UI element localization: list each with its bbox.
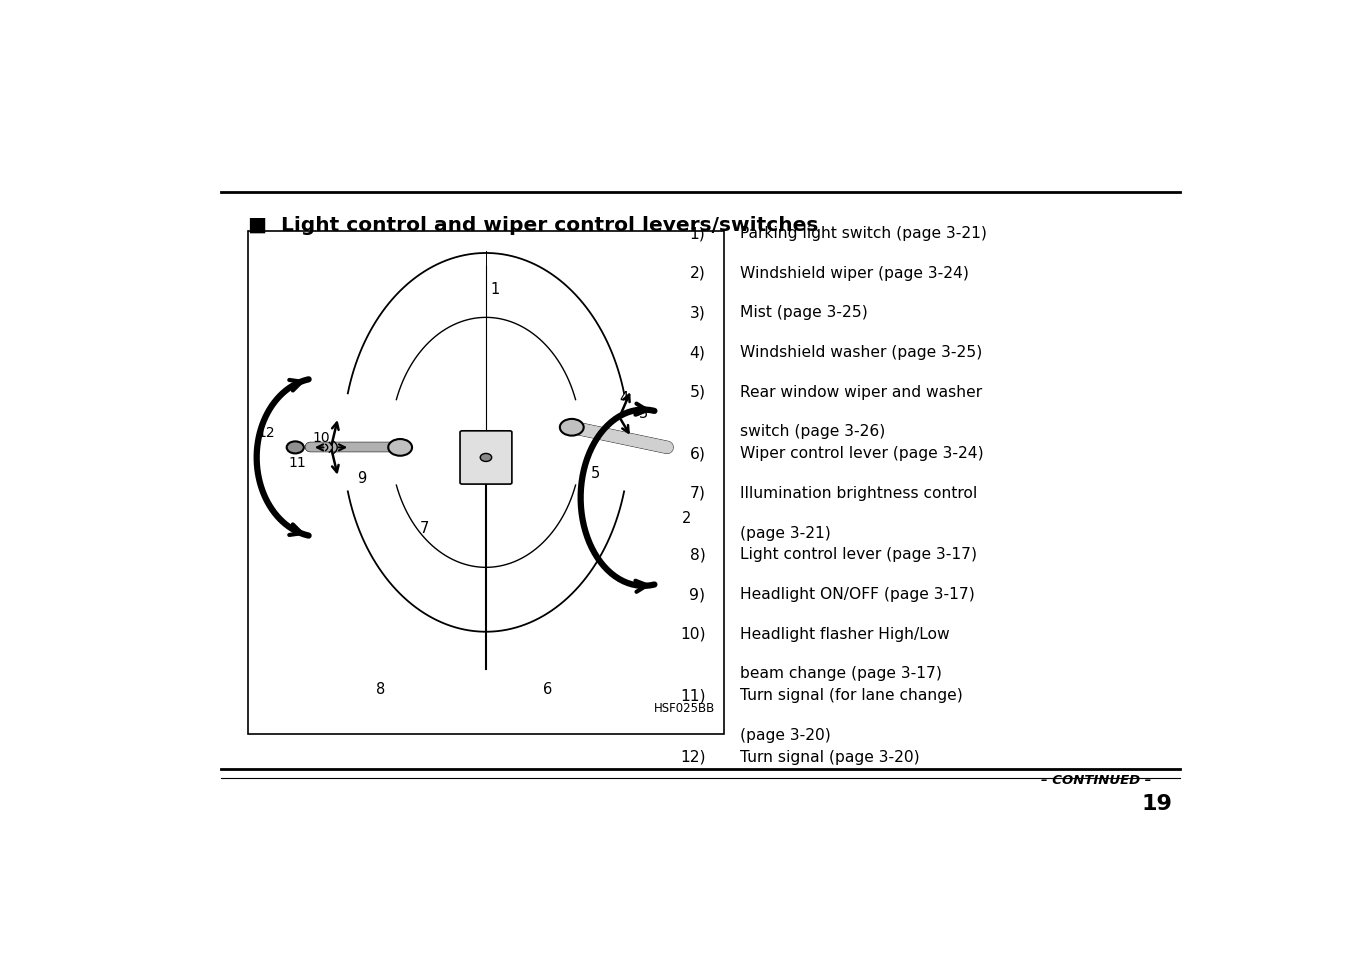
Text: (page 3-21): (page 3-21) — [740, 525, 830, 540]
Text: 2: 2 — [681, 511, 691, 526]
Text: Light control lever (page 3-17): Light control lever (page 3-17) — [740, 547, 977, 562]
Text: beam change (page 3-17): beam change (page 3-17) — [740, 666, 942, 680]
Text: 19: 19 — [1142, 793, 1172, 813]
Circle shape — [560, 419, 584, 436]
Text: Mist (page 3-25): Mist (page 3-25) — [740, 305, 868, 320]
Text: 10: 10 — [312, 431, 330, 445]
Text: Rear window wiper and washer: Rear window wiper and washer — [740, 384, 982, 399]
Text: 7: 7 — [419, 521, 429, 536]
Text: 6): 6) — [690, 446, 706, 461]
Text: switch (page 3-26): switch (page 3-26) — [740, 424, 886, 439]
Text: 5): 5) — [690, 384, 706, 399]
Text: 9): 9) — [690, 586, 706, 601]
Text: 7): 7) — [690, 485, 706, 500]
Text: 1): 1) — [690, 226, 706, 241]
Text: 1: 1 — [491, 282, 500, 297]
Text: 5: 5 — [591, 466, 600, 480]
Text: ■  Light control and wiper control levers/switches: ■ Light control and wiper control levers… — [247, 215, 818, 234]
Text: (page 3-20): (page 3-20) — [740, 727, 830, 742]
Text: Windshield wiper (page 3-24): Windshield wiper (page 3-24) — [740, 266, 969, 280]
Text: 9: 9 — [357, 471, 366, 486]
Text: Headlight ON/OFF (page 3-17): Headlight ON/OFF (page 3-17) — [740, 586, 975, 601]
Text: 8): 8) — [690, 547, 706, 562]
Text: 8: 8 — [376, 681, 385, 697]
Text: 11: 11 — [289, 456, 307, 470]
Text: 4: 4 — [619, 390, 629, 405]
Text: HSF025BB: HSF025BB — [653, 701, 715, 715]
Text: – CONTINUED –: – CONTINUED – — [1041, 773, 1152, 786]
Bar — [247, 232, 725, 735]
Text: 3: 3 — [638, 405, 648, 420]
Text: Turn signal (page 3-20): Turn signal (page 3-20) — [740, 749, 919, 764]
Text: 4): 4) — [690, 345, 706, 360]
Text: 2): 2) — [690, 266, 706, 280]
Text: 10): 10) — [680, 626, 706, 641]
Circle shape — [287, 442, 304, 454]
Text: Headlight flasher High/Low: Headlight flasher High/Low — [740, 626, 949, 641]
Text: 6: 6 — [544, 681, 553, 697]
FancyBboxPatch shape — [460, 432, 512, 484]
Circle shape — [388, 439, 412, 456]
Text: Windshield washer (page 3-25): Windshield washer (page 3-25) — [740, 345, 983, 360]
Text: Wiper control lever (page 3-24): Wiper control lever (page 3-24) — [740, 446, 984, 461]
Text: Turn signal (for lane change): Turn signal (for lane change) — [740, 687, 963, 702]
Text: Illumination brightness control: Illumination brightness control — [740, 485, 977, 500]
Text: 11): 11) — [680, 687, 706, 702]
Circle shape — [480, 454, 492, 462]
Text: 12: 12 — [257, 426, 274, 440]
Text: 3): 3) — [690, 305, 706, 320]
Text: 12): 12) — [680, 749, 706, 764]
Text: Parking light switch (page 3-21): Parking light switch (page 3-21) — [740, 226, 987, 241]
